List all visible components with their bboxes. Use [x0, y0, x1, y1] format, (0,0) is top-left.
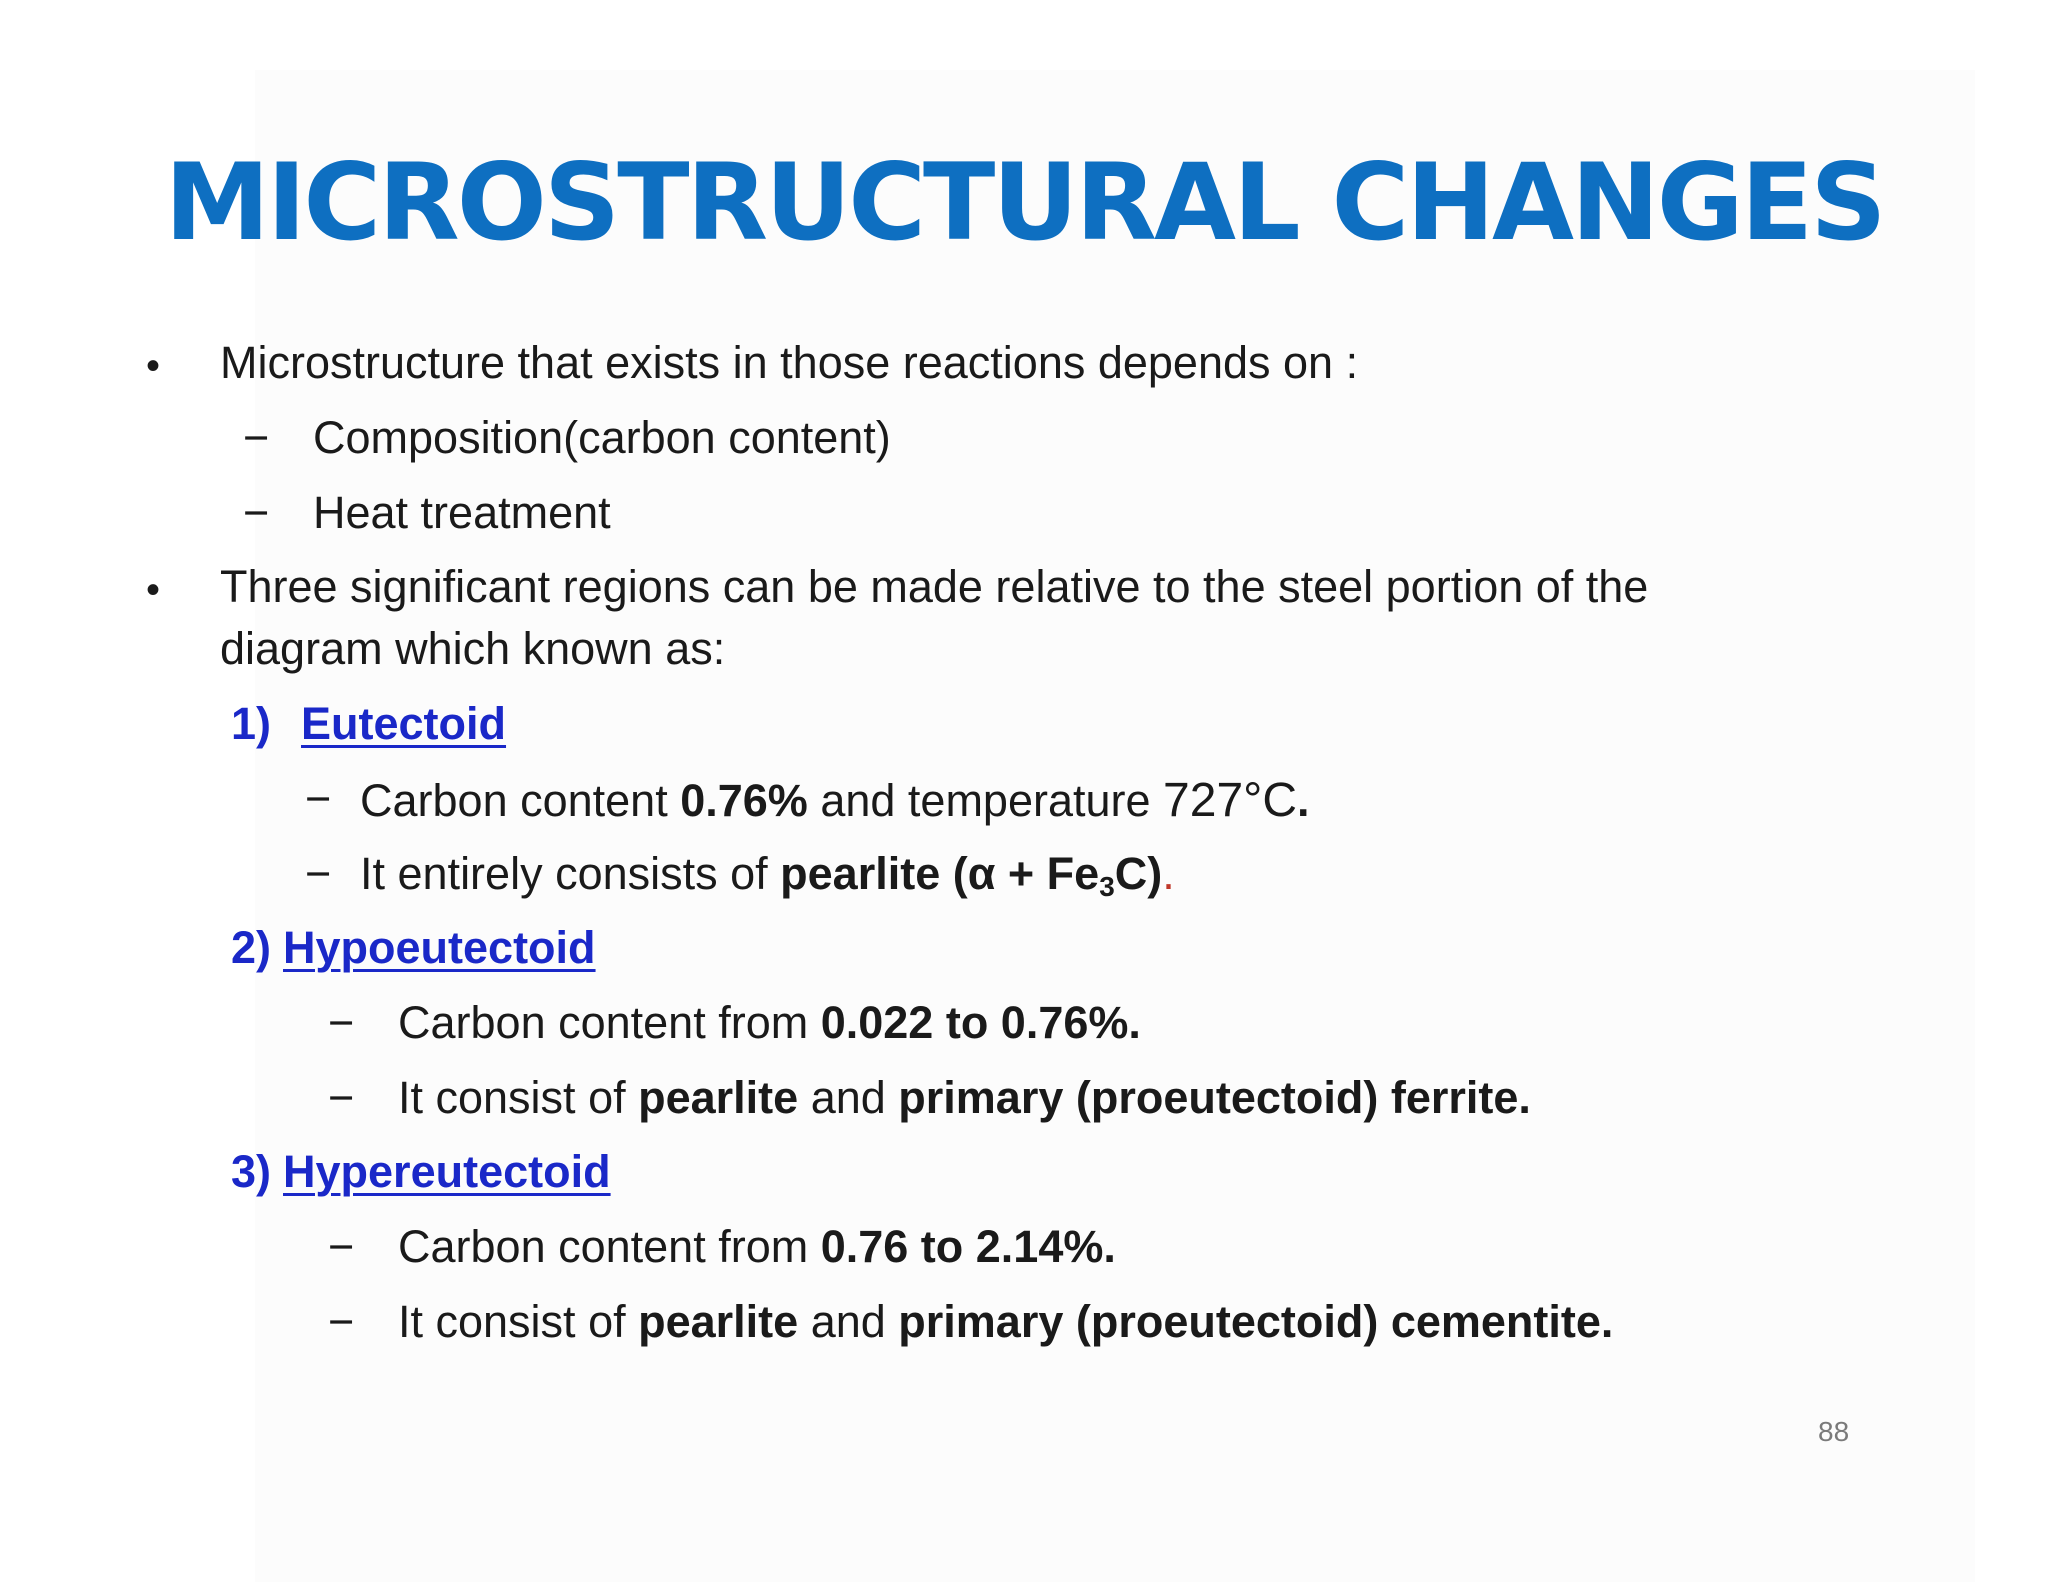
bullet-marker: •	[146, 344, 161, 388]
regions-intro-line1: Three significant regions can be made re…	[220, 561, 1649, 612]
dash-marker: −	[305, 848, 332, 899]
region-number: 1)	[231, 698, 272, 749]
dash-marker: −	[328, 1221, 355, 1272]
hypereutectoid-composition: It consist of pearlite and primary (proe…	[398, 1296, 1614, 1347]
dash-marker: −	[328, 1296, 355, 1347]
intro-text: Microstructure that exists in those reac…	[220, 337, 1359, 388]
eutectoid-composition: It entirely consists of pearlite (α + Fe…	[360, 848, 1175, 902]
dash-marker: −	[243, 412, 270, 463]
page-number: 88	[1818, 1416, 1850, 1447]
slide-title: MICROSTRUCTURAL CHANGES	[164, 141, 1886, 264]
bullet-marker: •	[146, 568, 161, 612]
regions-intro-line2: diagram which known as:	[220, 623, 726, 674]
region-name: Hypereutectoid	[283, 1146, 611, 1197]
intro-item-composition: Composition(carbon content)	[313, 412, 891, 463]
dash-marker: −	[243, 487, 270, 538]
region-heading-hypereutectoid: 3) Hypereutectoid	[231, 1146, 611, 1198]
dash-marker: −	[305, 773, 332, 824]
region-heading-hypoeutectoid: 2) Hypoeutectoid	[231, 922, 596, 974]
eutectoid-carbon-content: Carbon content 0.76% and temperature 727…	[360, 774, 1310, 827]
region-number: 3)	[231, 1146, 272, 1197]
region-name: Hypoeutectoid	[283, 922, 596, 973]
region-heading-eutectoid: 1) Eutectoid	[231, 698, 506, 750]
region-name: Eutectoid	[301, 698, 507, 749]
dash-marker: −	[328, 997, 355, 1048]
hypoeutectoid-carbon-content: Carbon content from 0.022 to 0.76%.	[398, 997, 1141, 1048]
hypereutectoid-carbon-content: Carbon content from 0.76 to 2.14%.	[398, 1221, 1116, 1272]
region-number: 2)	[231, 922, 272, 973]
dash-marker: −	[328, 1072, 355, 1123]
slide-background-shade	[255, 70, 1975, 1582]
intro-item-heat-treatment: Heat treatment	[313, 487, 611, 538]
hypoeutectoid-composition: It consist of pearlite and primary (proe…	[398, 1072, 1531, 1123]
